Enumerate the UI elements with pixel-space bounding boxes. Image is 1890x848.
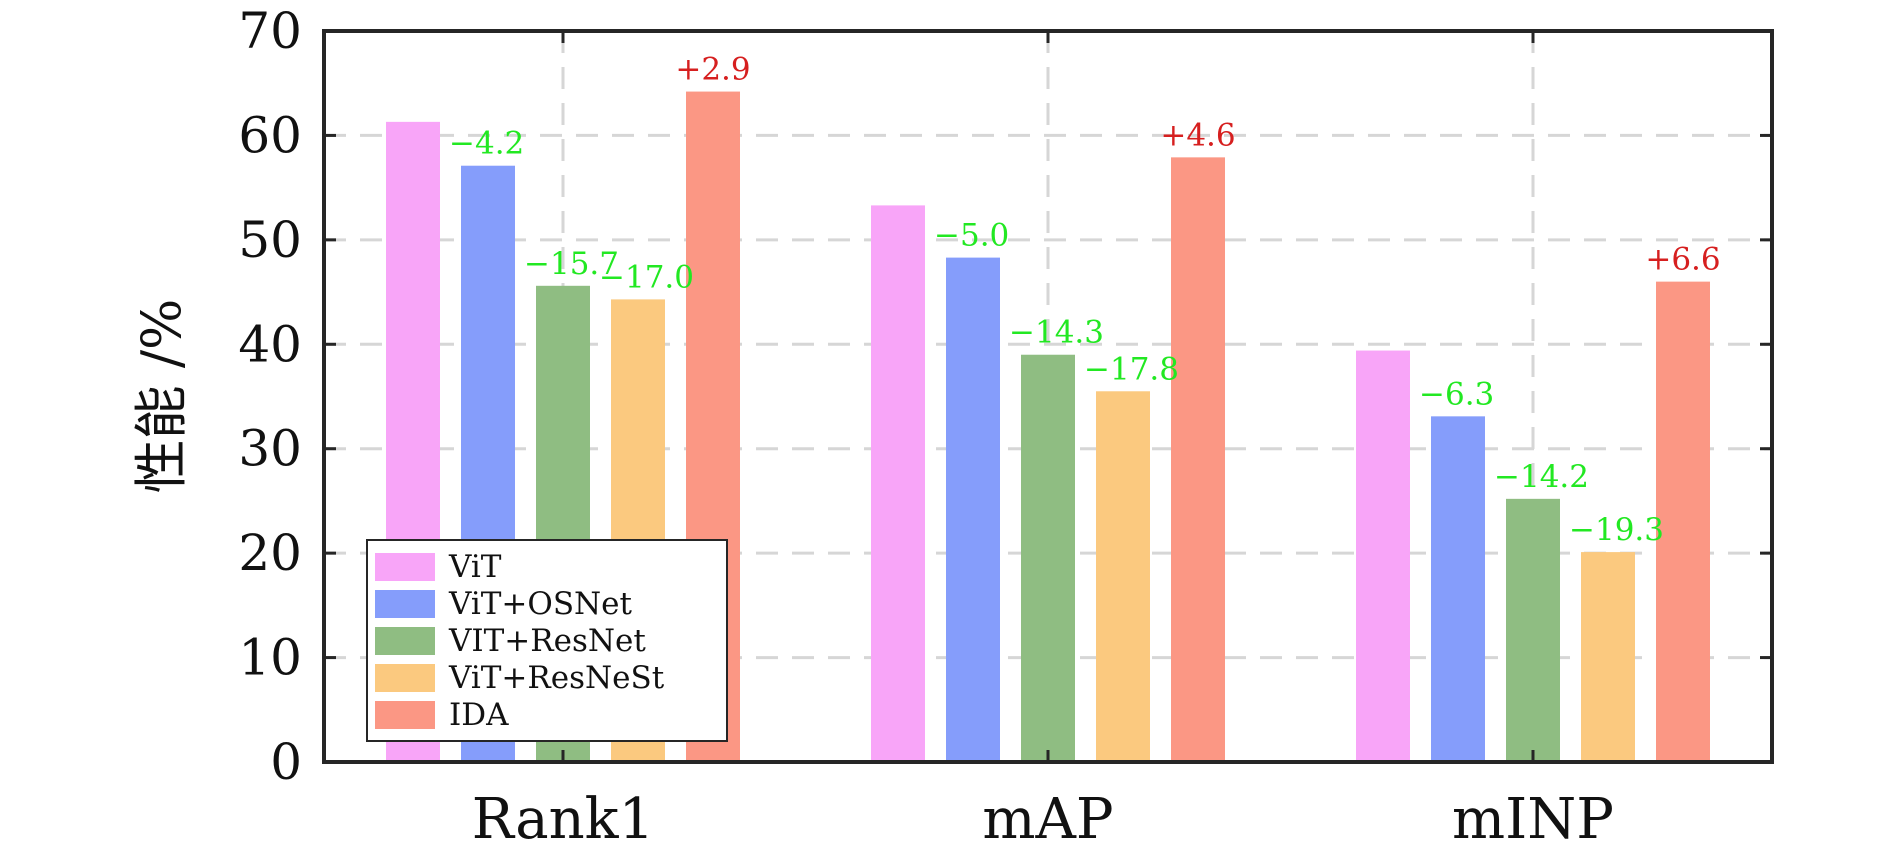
- x-category-label: Rank1: [472, 787, 654, 848]
- bar-annotation: −19.3: [1569, 512, 1664, 548]
- x-category-label: mINP: [1452, 787, 1614, 848]
- bar-annotation: −17.8: [1084, 351, 1179, 387]
- bar: [1431, 416, 1485, 762]
- bar-annotation: +2.9: [675, 52, 750, 88]
- bar-annotation: −15.7: [524, 246, 619, 282]
- y-tick-label: 50: [238, 211, 302, 269]
- bar: [1356, 350, 1410, 762]
- x-category-label: mAP: [982, 787, 1113, 848]
- bar: [1096, 391, 1150, 762]
- axis-ticks: 0 10 20 30 40 50 60 70 Rank1 mAP mINP: [238, 2, 1772, 848]
- legend-label: IDA: [449, 697, 509, 733]
- bar: [871, 205, 925, 762]
- bar-annotation: −5.0: [934, 218, 1009, 254]
- bar: [1021, 354, 1075, 762]
- y-tick-label: 20: [238, 524, 302, 582]
- bar: [1171, 157, 1225, 762]
- bar-annotations: −4.2 −5.0 −6.3 −15.7 −14.3 −14.2 −17.0 −17.8 −19…: [449, 52, 1721, 549]
- legend-swatch: [375, 664, 435, 692]
- bar-annotation: −6.3: [1419, 376, 1494, 412]
- bar: [1506, 498, 1560, 762]
- y-tick-label: 60: [238, 106, 302, 164]
- legend-label: ViT+ResNeSt: [448, 660, 665, 696]
- y-tick-label: 30: [238, 420, 302, 478]
- legend-swatch: [375, 590, 435, 618]
- bar-annotation: −17.0: [599, 259, 694, 295]
- bar-annotation: +4.6: [1160, 117, 1235, 153]
- bar: [946, 257, 1000, 762]
- y-tick-label: 0: [270, 733, 302, 791]
- bar-annotation: −4.2: [449, 126, 524, 162]
- bar-annotation: −14.2: [1494, 459, 1589, 495]
- bars: [386, 91, 1710, 763]
- legend-swatch: [375, 701, 435, 729]
- bar-annotation: +6.6: [1645, 242, 1720, 278]
- y-tick-label: 70: [238, 2, 302, 60]
- legend-label: VIT+ResNet: [448, 623, 646, 659]
- legend-label: ViT+OSNet: [448, 586, 633, 622]
- legend-swatch: [375, 553, 435, 581]
- y-axis-label: 性能 /%: [130, 299, 193, 494]
- bar: [1581, 552, 1635, 762]
- legend-swatch: [375, 627, 435, 655]
- legend-label: ViT: [448, 549, 502, 585]
- bar: [1656, 281, 1710, 762]
- bar-annotation: −14.3: [1009, 315, 1104, 351]
- y-tick-label: 40: [238, 315, 302, 373]
- y-tick-label: 10: [238, 629, 302, 687]
